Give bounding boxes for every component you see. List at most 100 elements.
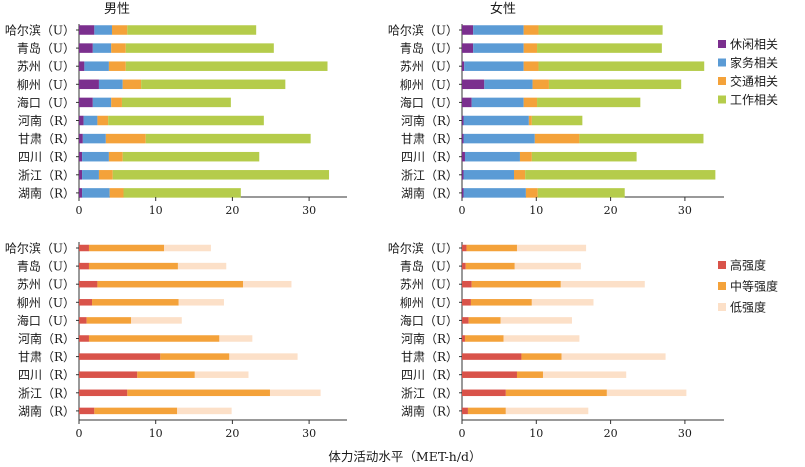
panel3-bar-3 <box>177 262 227 270</box>
panel2-category-label: 哈尔滨（U） <box>388 23 458 38</box>
panel2-bar-1 <box>462 170 464 180</box>
panel2-category-label: 湖南（R） <box>401 185 458 200</box>
panel4-bar-2 <box>470 299 532 306</box>
panel1-bar-4 <box>127 25 257 35</box>
panel4-category-label: 河南（R） <box>401 331 458 346</box>
panel2-legend-swatch <box>718 95 726 104</box>
panel4-bar-1 <box>462 280 472 288</box>
panel4-x-tick-label: 30 <box>678 427 692 440</box>
panel1-bar-3 <box>98 170 113 180</box>
panel3-bar-2 <box>88 335 220 342</box>
panel4-category-label: 海口（U） <box>400 313 458 328</box>
panel2-bar-3 <box>534 133 580 144</box>
panel1-bar-4 <box>141 79 286 90</box>
panel4-bar-2 <box>465 262 515 270</box>
panel3-x-tick-label: 10 <box>149 427 163 440</box>
panel4-bar-1 <box>462 299 471 306</box>
panel1-bar-1 <box>79 170 83 180</box>
panel2-bar-2 <box>464 61 524 71</box>
panel1-bar-3 <box>109 188 124 198</box>
panel4-category-label: 苏州（U） <box>400 278 458 292</box>
panel4-legend-swatch <box>718 303 726 311</box>
panel1-bar-2 <box>92 43 112 53</box>
panel4-legend-swatch <box>718 261 726 269</box>
panel4-bar-1 <box>462 353 522 360</box>
panel1-bar-3 <box>111 97 122 108</box>
panel3-bar-3 <box>229 353 298 360</box>
panel4-bar-3 <box>560 280 645 288</box>
panel3-bar-1 <box>79 335 89 342</box>
panel3-bar-3 <box>178 299 224 306</box>
panel1-x-tick-label: 30 <box>302 204 316 217</box>
panel1-bar-1 <box>79 25 95 35</box>
panel2-bar-3 <box>514 170 526 180</box>
panel1-bar-4 <box>108 115 264 126</box>
panel1-category-label: 柳州（U） <box>17 78 75 92</box>
panel2-bar-3 <box>523 97 538 108</box>
panel4-x-tick-label: 0 <box>459 427 466 440</box>
panel2-bar-3 <box>528 115 532 126</box>
panel3-bar-2 <box>94 407 178 415</box>
panel1-bar-1 <box>79 61 85 71</box>
panel1-category-label: 甘肃（R） <box>18 132 75 146</box>
panel2-bar-3 <box>523 25 539 35</box>
panel2-bar-2 <box>463 115 529 126</box>
panel4-bar-1 <box>462 317 469 324</box>
panel3-category-label: 哈尔滨（U） <box>5 241 75 256</box>
panel2-bar-3 <box>523 61 539 71</box>
x-axis-label: 体力活动水平（MET-h/d） <box>328 449 481 464</box>
panel4-bar-2 <box>505 389 607 397</box>
panel4-legend-label: 中等强度 <box>730 279 778 294</box>
panel2-bar-2 <box>484 79 533 90</box>
panel2-x-tick-label: 20 <box>604 204 618 217</box>
panel3-x-tick-label: 20 <box>225 427 239 440</box>
panel1-bar-4 <box>145 133 311 144</box>
panel3-bar-1 <box>79 371 138 378</box>
panel1-bar-3 <box>122 79 142 90</box>
panel1-bar-4 <box>125 43 274 53</box>
panel4-bar-1 <box>462 244 467 252</box>
panel2-category-label: 浙江（R） <box>401 168 458 182</box>
panel3-bar-3 <box>219 335 253 342</box>
panel3-category-label: 甘肃（R） <box>18 350 75 364</box>
panel2-bar-2 <box>471 97 524 108</box>
panel2-bar-1 <box>462 61 465 71</box>
panel3-bar-1 <box>79 280 98 288</box>
panel4-bar-1 <box>462 407 468 415</box>
panel4-category-label: 哈尔滨（U） <box>388 241 458 256</box>
panel3-bar-2 <box>88 244 165 252</box>
panel2-legend-swatch <box>718 77 726 85</box>
panel1-bar-2 <box>98 79 123 90</box>
panel4-legend-label: 高强度 <box>730 258 766 273</box>
panel2-bar-3 <box>532 79 549 90</box>
panel1-category-label: 苏州（U） <box>17 60 75 74</box>
panel4-bar-1 <box>462 335 465 342</box>
panel2-bar-1 <box>462 79 485 90</box>
panel2-x-tick-label: 30 <box>678 204 692 217</box>
panel1-bar-4 <box>112 170 330 180</box>
panel1-category-label: 青岛（U） <box>17 41 75 56</box>
panel4-bar-2 <box>467 407 506 415</box>
panel1-bar-1 <box>79 115 84 126</box>
panel3-category-label: 湖南（R） <box>18 403 75 418</box>
panel3-category-label: 青岛（U） <box>17 259 75 274</box>
panel3-bar-3 <box>164 244 211 252</box>
panel4-bar-2 <box>466 244 517 252</box>
panel4-category-label: 甘肃（R） <box>401 350 458 364</box>
panel3-bar-1 <box>79 244 89 252</box>
panel4-bar-3 <box>516 244 587 252</box>
panel2-bar-2 <box>473 25 524 35</box>
panel2-bar-2 <box>463 188 526 198</box>
panel2-category-label: 河南（R） <box>401 113 458 128</box>
panel3-category-label: 海口（U） <box>17 313 75 328</box>
panel3-bar-3 <box>131 317 182 324</box>
panel1-bar-2 <box>84 61 109 71</box>
panel1-bar-4 <box>122 151 260 162</box>
panel2-bar-1 <box>462 25 474 35</box>
panel1-bar-1 <box>79 97 93 108</box>
panel4-bar-2 <box>521 353 562 360</box>
panel1-category-label: 河南（R） <box>18 113 75 128</box>
panel3-x-tick-label: 0 <box>76 427 83 440</box>
panel1-bar-3 <box>111 25 128 35</box>
panel4-bar-3 <box>514 262 581 270</box>
